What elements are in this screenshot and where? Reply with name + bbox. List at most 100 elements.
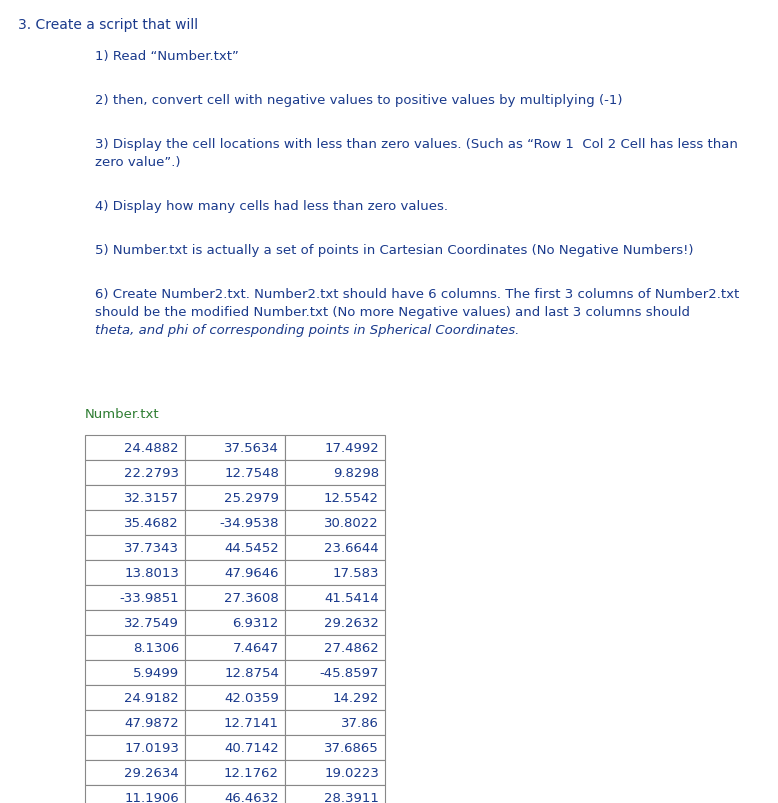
Text: 11.1906: 11.1906: [124, 791, 179, 803]
Bar: [85, 785, 185, 803]
Bar: [85, 460, 185, 485]
Text: 24.4882: 24.4882: [124, 442, 179, 454]
Text: 9.8298: 9.8298: [333, 467, 379, 479]
Text: 22.2793: 22.2793: [124, 467, 179, 479]
Text: 7.4647: 7.4647: [233, 642, 279, 654]
Text: should be the modified Number.txt (No more Negative values) and last 3 columns s: should be the modified Number.txt (No mo…: [95, 306, 694, 319]
Text: 4) Display how many cells had less than zero values.: 4) Display how many cells had less than …: [95, 200, 448, 213]
Text: 25.2979: 25.2979: [224, 491, 279, 504]
Bar: [85, 560, 185, 585]
Text: 37.6865: 37.6865: [324, 741, 379, 754]
Text: 40.7142: 40.7142: [224, 741, 279, 754]
Bar: [285, 435, 385, 460]
Bar: [285, 536, 385, 560]
Text: 47.9872: 47.9872: [124, 716, 179, 729]
Bar: [185, 485, 285, 511]
Bar: [185, 710, 285, 735]
Text: 12.5542: 12.5542: [324, 491, 379, 504]
Bar: [285, 635, 385, 660]
Text: 44.5452: 44.5452: [224, 541, 279, 554]
Text: 24.9182: 24.9182: [124, 691, 179, 704]
Bar: [85, 710, 185, 735]
Bar: [285, 735, 385, 760]
Text: 29.2632: 29.2632: [324, 616, 379, 630]
Text: 13.8013: 13.8013: [124, 566, 179, 579]
Text: zero value”.): zero value”.): [95, 156, 180, 169]
Bar: [285, 485, 385, 511]
Bar: [285, 760, 385, 785]
Text: theta, and phi of corresponding points in Spherical Coordinates.: theta, and phi of corresponding points i…: [95, 324, 520, 336]
Text: -34.9538: -34.9538: [219, 516, 279, 529]
Bar: [85, 735, 185, 760]
Text: 41.5414: 41.5414: [324, 591, 379, 604]
Bar: [85, 760, 185, 785]
Bar: [285, 460, 385, 485]
Text: 37.86: 37.86: [341, 716, 379, 729]
Text: 3) Display the cell locations with less than zero values. (Such as “Row 1  Col 2: 3) Display the cell locations with less …: [95, 138, 738, 151]
Text: 32.3157: 32.3157: [124, 491, 179, 504]
Text: 12.7141: 12.7141: [224, 716, 279, 729]
Text: 6) Create Number2.txt. Number2.txt should have 6 columns. The first 3 columns of: 6) Create Number2.txt. Number2.txt shoul…: [95, 287, 739, 300]
Bar: [85, 685, 185, 710]
Text: 37.5634: 37.5634: [224, 442, 279, 454]
Bar: [185, 635, 285, 660]
Bar: [185, 435, 285, 460]
Bar: [285, 710, 385, 735]
Bar: [285, 610, 385, 635]
Text: 27.3608: 27.3608: [224, 591, 279, 604]
Bar: [185, 785, 285, 803]
Text: 30.8022: 30.8022: [324, 516, 379, 529]
Bar: [185, 511, 285, 536]
Bar: [185, 610, 285, 635]
Text: 29.2634: 29.2634: [124, 766, 179, 779]
Bar: [285, 560, 385, 585]
Bar: [285, 685, 385, 710]
Text: 47.9646: 47.9646: [225, 566, 279, 579]
Bar: [185, 585, 285, 610]
Text: 46.4632: 46.4632: [224, 791, 279, 803]
Bar: [85, 660, 185, 685]
Text: 23.6644: 23.6644: [324, 541, 379, 554]
Bar: [285, 660, 385, 685]
Text: 6.9312: 6.9312: [233, 616, 279, 630]
Bar: [85, 485, 185, 511]
Text: 32.7549: 32.7549: [124, 616, 179, 630]
Text: 8.1306: 8.1306: [133, 642, 179, 654]
Bar: [285, 585, 385, 610]
Text: 12.7548: 12.7548: [224, 467, 279, 479]
Text: 5) Number.txt is actually a set of points in Cartesian Coordinates (No Negative : 5) Number.txt is actually a set of point…: [95, 243, 693, 257]
Text: 5.9499: 5.9499: [133, 666, 179, 679]
Text: 19.0223: 19.0223: [324, 766, 379, 779]
Text: 3. Create a script that will: 3. Create a script that will: [18, 18, 198, 32]
Bar: [285, 785, 385, 803]
Bar: [185, 560, 285, 585]
Text: 2) then, convert cell with negative values to positive values by multiplying (-1: 2) then, convert cell with negative valu…: [95, 94, 622, 107]
Bar: [85, 536, 185, 560]
Bar: [85, 635, 185, 660]
Bar: [185, 735, 285, 760]
Text: 14.292: 14.292: [333, 691, 379, 704]
Text: 28.3911: 28.3911: [324, 791, 379, 803]
Text: 17.583: 17.583: [332, 566, 379, 579]
Bar: [85, 585, 185, 610]
Bar: [85, 435, 185, 460]
Text: 12.1762: 12.1762: [224, 766, 279, 779]
Text: Number.txt: Number.txt: [85, 407, 159, 421]
Bar: [285, 511, 385, 536]
Text: 17.0193: 17.0193: [124, 741, 179, 754]
Text: 12.8754: 12.8754: [224, 666, 279, 679]
Text: 27.4862: 27.4862: [324, 642, 379, 654]
Bar: [85, 511, 185, 536]
Bar: [185, 685, 285, 710]
Bar: [185, 760, 285, 785]
Text: -45.8597: -45.8597: [320, 666, 379, 679]
Text: 42.0359: 42.0359: [224, 691, 279, 704]
Text: 37.7343: 37.7343: [124, 541, 179, 554]
Bar: [185, 460, 285, 485]
Bar: [185, 536, 285, 560]
Text: 35.4682: 35.4682: [124, 516, 179, 529]
Bar: [185, 660, 285, 685]
Text: 1) Read “Number.txt”: 1) Read “Number.txt”: [95, 50, 239, 63]
Text: 17.4992: 17.4992: [324, 442, 379, 454]
Text: -33.9851: -33.9851: [119, 591, 179, 604]
